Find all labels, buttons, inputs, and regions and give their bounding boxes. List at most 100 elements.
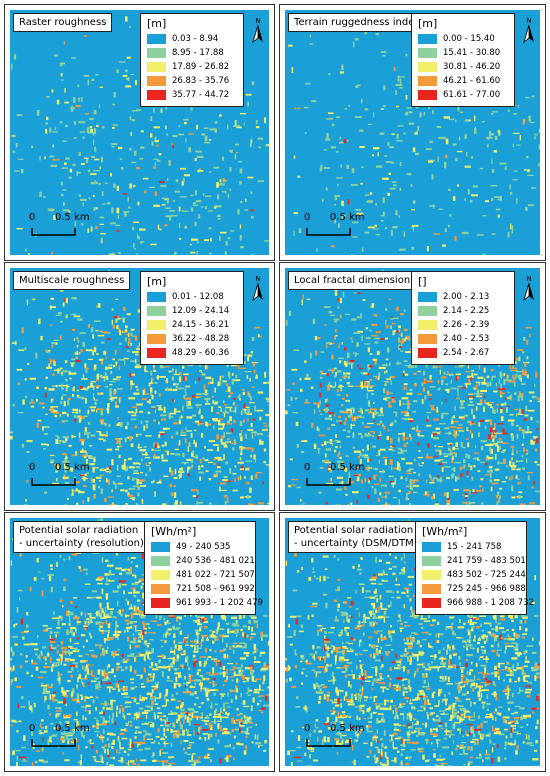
raster-cell [154,409,157,414]
raster-cell [79,569,82,572]
raster-cell [41,682,44,685]
raster-cell [172,383,179,386]
raster-cell [375,165,383,168]
legend-label: 61.61 - 77.00 [443,90,501,100]
raster-cell [196,715,198,720]
raster-cell [234,143,240,146]
raster-cell [426,759,431,761]
raster-cell [213,474,218,476]
raster-cell [76,699,80,702]
raster-cell [223,679,228,683]
raster-cell [144,722,149,725]
raster-cell [392,591,394,594]
raster-cell [197,489,199,495]
raster-cell [66,629,69,635]
raster-cell [414,670,417,676]
raster-cell [452,434,459,436]
raster-cell [154,162,157,166]
legend-swatch [151,542,170,552]
raster-cell [128,607,133,610]
raster-cell [373,630,376,633]
raster-cell [175,627,181,629]
raster-cell [69,372,71,375]
raster-cell [10,647,13,652]
scale-bar: 0 0.5 km [29,462,99,496]
raster-cell [69,665,75,667]
raster-cell [25,248,27,252]
raster-cell [354,627,360,630]
raster-cell [198,727,200,733]
raster-cell [500,451,505,454]
raster-cell [158,153,162,156]
raster-cell [336,177,344,179]
raster-cell [327,467,332,471]
raster-cell [432,366,438,369]
raster-cell [100,617,107,619]
raster-cell [137,486,140,491]
raster-cell [49,641,56,644]
raster-cell [184,684,187,689]
raster-cell [190,760,196,763]
raster-cell [360,706,363,712]
raster-cell [467,365,470,369]
raster-cell [159,718,162,721]
raster-cell [436,475,440,478]
raster-cell [166,619,169,623]
raster-cell [538,163,540,167]
raster-cell [261,667,269,670]
raster-cell [22,636,25,640]
raster-cell [231,728,235,733]
raster-cell [361,386,363,390]
raster-cell [11,666,13,672]
raster-cell [481,636,485,640]
raster-cell [33,576,37,581]
raster-cell [137,201,140,206]
raster-cell [466,471,469,476]
raster-cell [452,143,457,146]
raster-cell [119,342,122,345]
raster-cell [267,641,269,646]
legend-label: 0.01 - 12.08 [172,292,224,302]
raster-cell [16,762,18,766]
raster-cell [53,214,56,220]
raster-cell [133,185,136,188]
raster-cell [450,379,453,382]
raster-cell [363,425,371,428]
raster-cell [342,429,346,432]
raster-cell [376,598,379,603]
raster-cell [344,372,351,375]
raster-cell [226,654,229,659]
raster-cell [115,682,118,688]
raster-cell [149,399,151,405]
raster-cell [42,629,47,632]
raster-cell [229,150,232,153]
raster-cell [142,629,145,636]
raster-cell [347,703,355,706]
raster-cell [264,382,269,384]
legend-item: 240 536 - 481 021 [151,554,255,568]
raster-cell [327,737,330,743]
raster-cell [195,631,199,636]
raster-cell [196,634,199,639]
raster-cell [437,156,439,163]
raster-cell [260,631,263,638]
raster-cell [429,405,435,407]
raster-cell [255,723,257,726]
raster-cell [489,633,495,636]
raster-cell [102,376,107,379]
raster-cell [83,476,86,482]
raster-cell [503,378,506,385]
raster-cell [395,105,400,108]
raster-cell [407,404,410,410]
raster-cell [148,461,152,464]
raster-cell [19,597,21,601]
raster-cell [99,716,103,718]
raster-cell [90,434,96,437]
raster-cell [154,491,156,497]
raster-cell [222,665,226,670]
raster-cell [361,587,364,593]
raster-cell [136,388,140,392]
raster-cell [78,152,81,157]
raster-cell [473,465,476,468]
raster-cell [391,181,397,183]
